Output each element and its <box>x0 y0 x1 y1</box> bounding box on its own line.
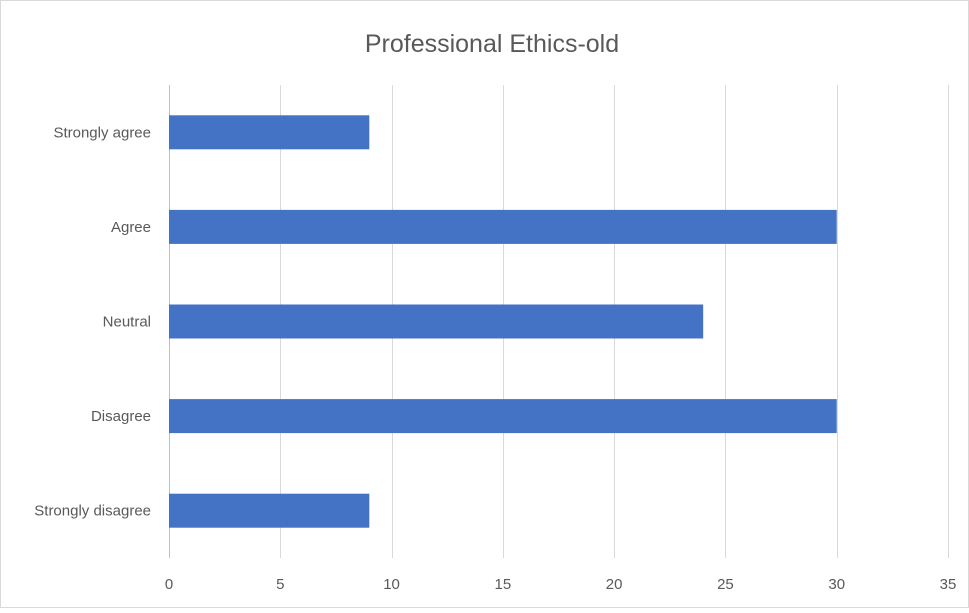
bars <box>169 115 837 528</box>
category-label: Agree <box>111 219 151 236</box>
x-tick-label: 5 <box>276 576 284 593</box>
x-tick-label: 25 <box>717 576 734 593</box>
category-labels: Strongly agree Agree Neutral Disagree Strong… <box>34 124 151 519</box>
bar <box>169 493 370 528</box>
bar <box>169 304 704 339</box>
x-tick-label: 20 <box>606 576 623 593</box>
x-tick-label: 30 <box>828 576 845 593</box>
x-tick-label: 35 <box>940 576 957 593</box>
category-label: Strongly agree <box>53 124 151 141</box>
bar <box>169 115 370 150</box>
x-tick-label: 15 <box>495 576 512 593</box>
x-tick-label: 10 <box>383 576 400 593</box>
category-label: Disagree <box>91 408 151 425</box>
bar <box>169 209 837 244</box>
category-label: Neutral <box>103 314 151 331</box>
category-label: Strongly disagree <box>34 503 151 520</box>
x-tick-labels: 0 5 10 15 20 25 30 35 <box>165 576 957 593</box>
bar <box>169 399 837 434</box>
x-tick-label: 0 <box>165 576 173 593</box>
chart-title: Professional Ethics-old <box>365 30 619 58</box>
